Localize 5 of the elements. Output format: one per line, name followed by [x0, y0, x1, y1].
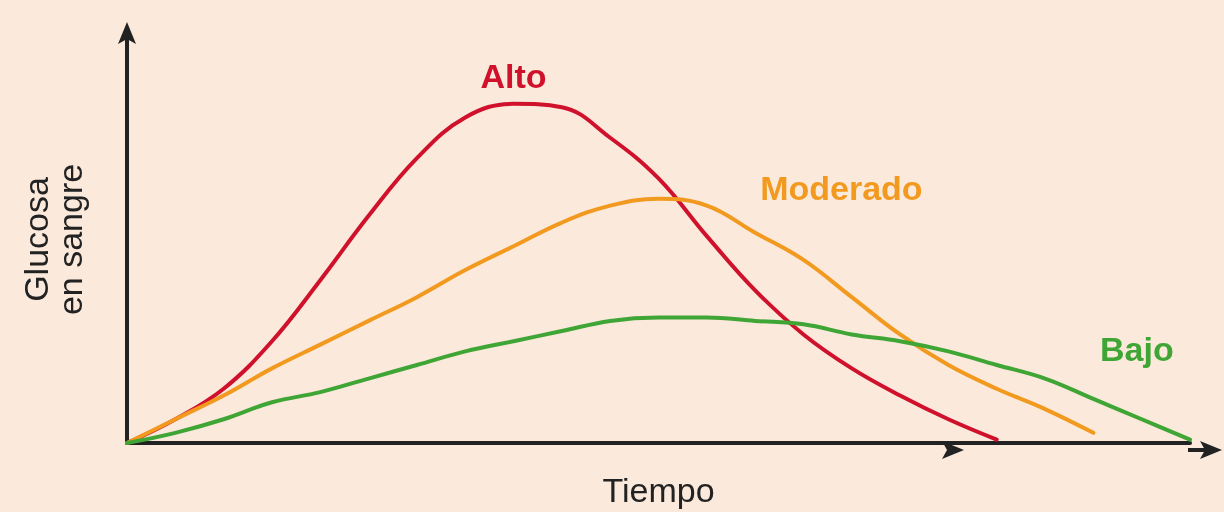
y-axis-title: Glucosa en sangre	[17, 163, 89, 316]
series-label: Alto	[480, 56, 547, 95]
series-label: Bajo	[1100, 329, 1174, 368]
series-label: Moderado	[760, 168, 923, 207]
x-axis-title: Tiempo	[602, 471, 715, 509]
